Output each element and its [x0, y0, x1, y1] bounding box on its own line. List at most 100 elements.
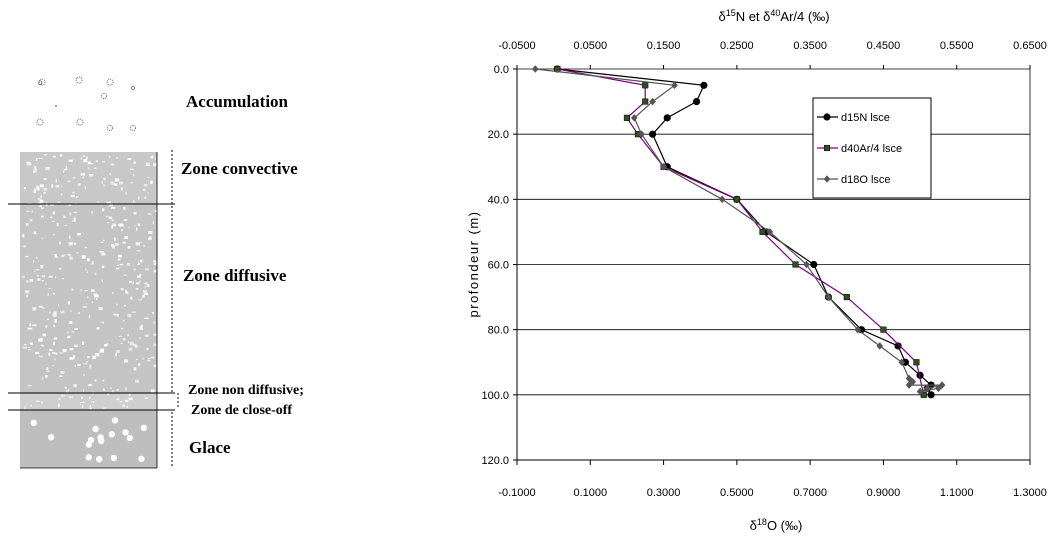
data-point [638, 130, 645, 138]
pore [60, 193, 63, 196]
pore [89, 365, 92, 369]
pore [96, 327, 100, 330]
pore [133, 174, 135, 177]
pore [67, 301, 70, 305]
pore [36, 187, 40, 191]
pore [70, 310, 72, 312]
pore [70, 194, 75, 198]
pore [101, 161, 105, 163]
pore [68, 396, 73, 398]
pore [24, 290, 29, 294]
pore [93, 167, 97, 169]
top-tick-label: 0.2500 [720, 40, 754, 52]
data-point [825, 293, 832, 301]
top-tick-label: 0.4500 [867, 40, 901, 52]
pore [124, 304, 126, 307]
pore [45, 375, 48, 378]
bottom-tick-label: 0.9000 [867, 487, 901, 499]
pore [60, 311, 64, 314]
pore [127, 340, 129, 344]
pore [65, 387, 67, 390]
pore [32, 324, 37, 327]
pore [24, 406, 26, 410]
pore [140, 324, 143, 328]
pore [147, 213, 152, 215]
data-point [876, 342, 884, 350]
pore [122, 319, 125, 322]
pore [43, 154, 48, 156]
data-point [843, 294, 850, 301]
pore [119, 181, 123, 185]
pore [143, 292, 149, 296]
pore [130, 182, 133, 184]
pore [147, 176, 150, 178]
pore [53, 311, 57, 315]
y-tick-label: 40.0 [488, 194, 509, 206]
ice-bubble [85, 441, 93, 448]
pore [125, 399, 129, 403]
pore [74, 328, 78, 330]
pore [154, 209, 158, 212]
data-point [642, 82, 649, 89]
pore [91, 301, 93, 304]
pore [95, 353, 100, 357]
diffusive-block [20, 206, 157, 394]
pore [27, 327, 33, 330]
pore [87, 296, 89, 298]
label-close-off: Zone de close-off [191, 403, 292, 418]
y-tick-label: 60.0 [488, 260, 509, 272]
pore [103, 239, 105, 242]
svg-text:ᵒ: ᵒ [38, 77, 43, 91]
pore [140, 298, 143, 300]
pore [101, 180, 103, 184]
pore [64, 254, 66, 256]
pore [83, 389, 85, 393]
pore [71, 288, 74, 291]
pore [87, 258, 90, 262]
pore [103, 177, 106, 181]
pore [38, 355, 43, 358]
pore [73, 211, 77, 214]
pore [58, 304, 59, 306]
pore [69, 212, 72, 216]
data-point [642, 98, 649, 105]
pore [60, 395, 65, 397]
pore [96, 298, 98, 301]
pore [103, 184, 106, 187]
pore [42, 333, 46, 337]
series-2 [532, 65, 946, 396]
pore [148, 231, 153, 234]
pore [139, 259, 143, 263]
data-point [649, 97, 656, 106]
pore [77, 233, 82, 236]
pore [46, 367, 49, 371]
zone-brackets [171, 150, 179, 468]
pore [138, 263, 141, 265]
pore [36, 185, 39, 189]
data-point [532, 65, 539, 73]
pore [90, 162, 93, 165]
pore [89, 404, 91, 407]
pore [73, 217, 76, 221]
pore [137, 263, 140, 265]
pore [146, 347, 149, 351]
pore [107, 222, 110, 224]
pore [100, 348, 104, 352]
pore [46, 167, 51, 169]
pore [52, 313, 57, 317]
pore [22, 245, 26, 248]
pore [122, 241, 126, 244]
pore [144, 196, 147, 199]
data-point [894, 342, 902, 350]
pore [102, 379, 105, 382]
pore [127, 333, 130, 337]
pore [94, 272, 97, 276]
axes: 0.0 20.0 40.0 60.0 80.0 100.0 120.0 -0.0500 0.05… [481, 40, 1046, 499]
bottom-tick-label: 0.1000 [573, 487, 607, 499]
pore [41, 377, 44, 380]
pore [94, 379, 97, 382]
pore [41, 280, 44, 282]
y-tick-label: 100.0 [481, 390, 509, 402]
data-point [901, 358, 910, 366]
pore [91, 210, 93, 214]
